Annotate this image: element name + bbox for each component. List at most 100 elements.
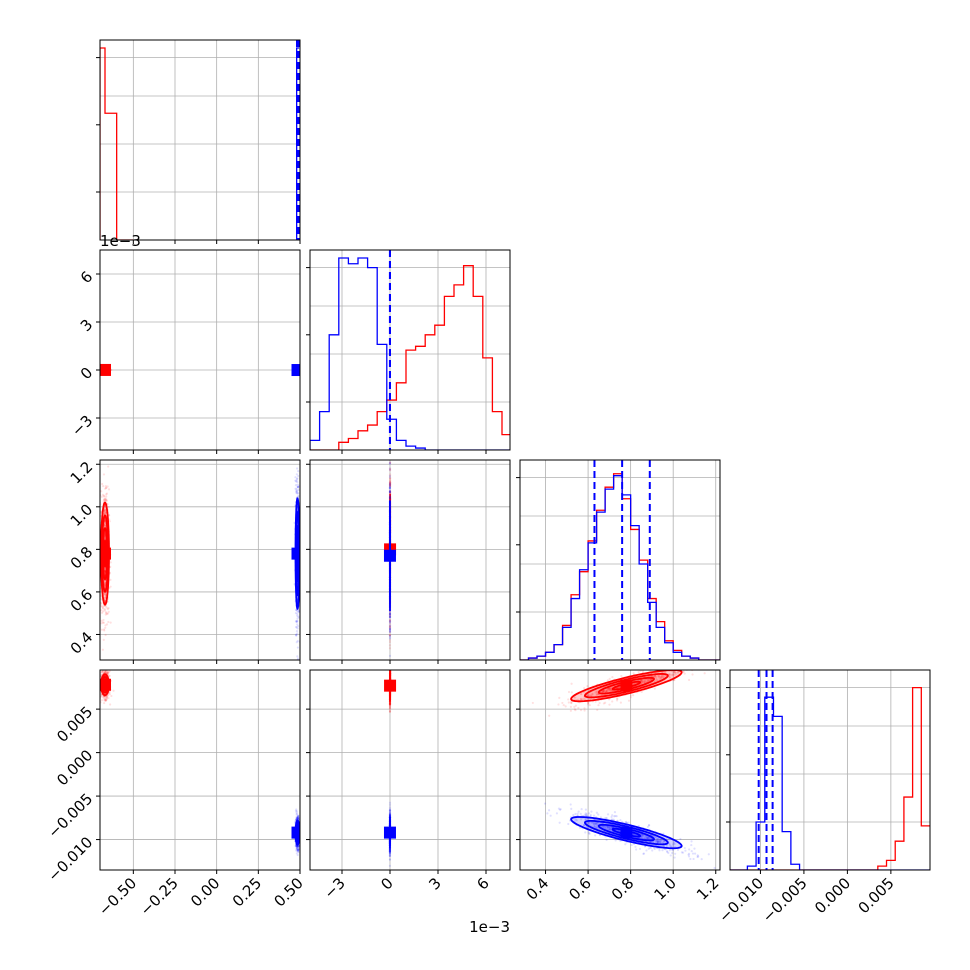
scatter-point bbox=[388, 467, 392, 470]
scatter-point bbox=[295, 625, 298, 629]
scatter-point bbox=[104, 699, 107, 702]
panels-layer bbox=[99, 39, 931, 871]
scatter-point bbox=[101, 493, 105, 496]
panel-r2-c2 bbox=[519, 459, 721, 661]
scatter-point bbox=[104, 604, 107, 608]
histogram-series-1 bbox=[730, 696, 930, 870]
scatter-point bbox=[296, 816, 300, 819]
scatter-point bbox=[389, 491, 392, 494]
scatter-point bbox=[295, 467, 299, 470]
scatter-point bbox=[297, 494, 300, 498]
scatter-point bbox=[297, 609, 300, 612]
scatter-point bbox=[104, 537, 107, 540]
scatter-point bbox=[297, 486, 300, 489]
scatter-point bbox=[104, 511, 107, 514]
scatter-point bbox=[296, 845, 299, 848]
panel-plot-area bbox=[100, 662, 300, 870]
scatter-point bbox=[388, 489, 392, 493]
density-peak-series-0 bbox=[100, 678, 111, 691]
scatter-point bbox=[103, 667, 105, 669]
scatter-point bbox=[296, 620, 299, 623]
scatter-point bbox=[102, 621, 105, 624]
density-peak-series-1 bbox=[291, 364, 300, 377]
scatter-point bbox=[389, 490, 392, 493]
scatter-point bbox=[296, 481, 299, 484]
panel-plot-area bbox=[520, 460, 720, 660]
scatter-point bbox=[296, 619, 299, 622]
scatter-point bbox=[105, 606, 108, 609]
panel-plot-area bbox=[310, 250, 510, 450]
scatter-point bbox=[100, 671, 103, 674]
scatter-point bbox=[295, 808, 298, 811]
scatter-point bbox=[109, 561, 112, 564]
scatter-point bbox=[389, 481, 392, 485]
scatter-point bbox=[389, 482, 392, 486]
density-peak-series-0 bbox=[100, 547, 111, 560]
panel-r1-c0 bbox=[99, 249, 301, 451]
scatter-point bbox=[104, 698, 107, 701]
scatter-point bbox=[296, 817, 299, 820]
scatter-point bbox=[297, 816, 300, 819]
scatter-point bbox=[105, 499, 108, 502]
scatter-point bbox=[105, 671, 108, 674]
scatter-point bbox=[100, 609, 103, 612]
scatter-point bbox=[112, 689, 115, 692]
scatter-point bbox=[102, 695, 106, 698]
scatter-point bbox=[295, 818, 298, 821]
scatter-point bbox=[295, 810, 299, 813]
scatter-point bbox=[295, 634, 298, 637]
scatter-point bbox=[388, 492, 392, 495]
scatter-point bbox=[101, 482, 104, 486]
scatter-point bbox=[103, 667, 105, 669]
scatter-point bbox=[296, 477, 299, 480]
scatter-point bbox=[295, 845, 299, 849]
scatter-point bbox=[100, 495, 103, 498]
scatter-point bbox=[388, 612, 392, 615]
scatter-point bbox=[101, 648, 104, 651]
scatter-point bbox=[104, 499, 107, 502]
scatter-point bbox=[295, 845, 298, 848]
scatter-point bbox=[295, 816, 298, 819]
scatter-point bbox=[103, 499, 106, 502]
scatter-point bbox=[105, 493, 108, 496]
scatter-point bbox=[103, 509, 107, 512]
scatter-point bbox=[297, 470, 300, 473]
scatter-point bbox=[389, 481, 392, 484]
scatter-point bbox=[389, 482, 392, 485]
panel-plot-area bbox=[100, 250, 300, 450]
scatter-point bbox=[102, 484, 105, 488]
scatter-point bbox=[294, 487, 297, 490]
scatter-point bbox=[101, 606, 104, 609]
scatter-point bbox=[297, 845, 300, 848]
scatter-point bbox=[388, 634, 392, 637]
scatter-point bbox=[103, 667, 105, 669]
scatter-point bbox=[295, 845, 298, 848]
scatter-point bbox=[389, 483, 392, 486]
scatter-point bbox=[103, 593, 106, 596]
scatter-point bbox=[294, 619, 298, 623]
panel-frame bbox=[309, 249, 511, 451]
scatter-point bbox=[100, 699, 104, 702]
scatter-point bbox=[103, 662, 105, 664]
scatter-point bbox=[103, 671, 107, 674]
scatter-point bbox=[103, 581, 107, 584]
scatter-point bbox=[295, 473, 298, 476]
scatter-point bbox=[296, 849, 300, 853]
scatter-point bbox=[108, 674, 111, 677]
scatter-point bbox=[104, 695, 107, 698]
scatter-point bbox=[103, 671, 107, 674]
histogram-series-0 bbox=[100, 47, 134, 240]
scatter-point bbox=[104, 670, 107, 673]
scatter-point bbox=[103, 524, 107, 528]
panel-r3-c3 bbox=[729, 669, 931, 871]
scatter-point bbox=[295, 847, 298, 850]
scatter-point bbox=[101, 670, 104, 673]
scatter-point bbox=[103, 509, 106, 513]
scatter-point bbox=[107, 607, 110, 610]
panel-frame bbox=[729, 669, 931, 871]
scatter-point bbox=[297, 848, 300, 851]
scatter-point bbox=[109, 703, 112, 706]
scatter-point bbox=[105, 486, 108, 489]
scatter-point bbox=[103, 667, 105, 669]
scatter-point bbox=[102, 618, 105, 622]
